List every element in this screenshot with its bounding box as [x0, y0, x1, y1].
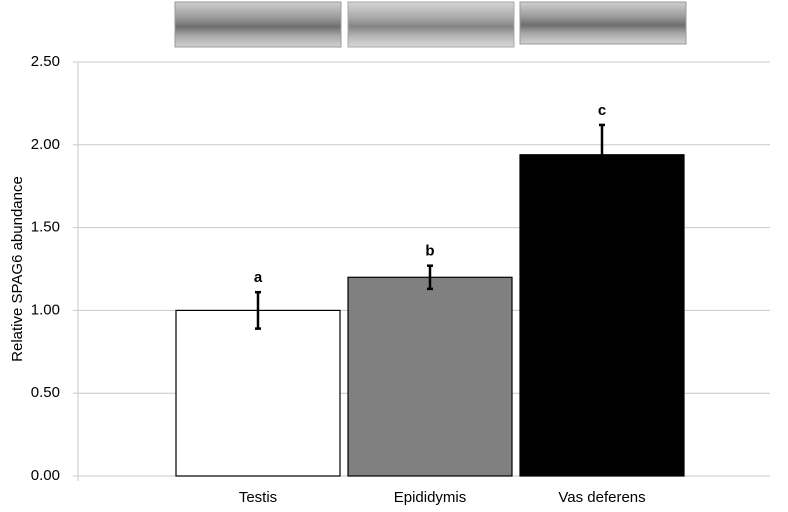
- bar: [175, 309, 341, 477]
- error-bar: [599, 123, 605, 186]
- x-tick-label: Epididymis: [394, 489, 467, 506]
- significance-letter: a: [254, 269, 263, 286]
- x-tick-label: Vas deferens: [558, 489, 645, 506]
- bar: [347, 276, 513, 477]
- y-tick-label: 2.50: [31, 53, 60, 70]
- y-tick-label: 2.00: [31, 136, 60, 153]
- y-axis-label: Relative SPAG6 abundance: [9, 176, 26, 362]
- y-tick-label: 0.50: [31, 384, 60, 401]
- error-bar: [427, 264, 433, 291]
- western-blot: [174, 1, 687, 48]
- significance-letter: b: [425, 243, 434, 260]
- bar: [519, 154, 685, 477]
- y-tick-label: 1.50: [31, 219, 60, 236]
- error-bar: [255, 290, 261, 330]
- significance-letter: c: [598, 102, 606, 119]
- y-tick-label: 1.00: [31, 301, 60, 318]
- x-tick-label: Testis: [239, 489, 277, 506]
- y-tick-label: 0.00: [31, 467, 60, 484]
